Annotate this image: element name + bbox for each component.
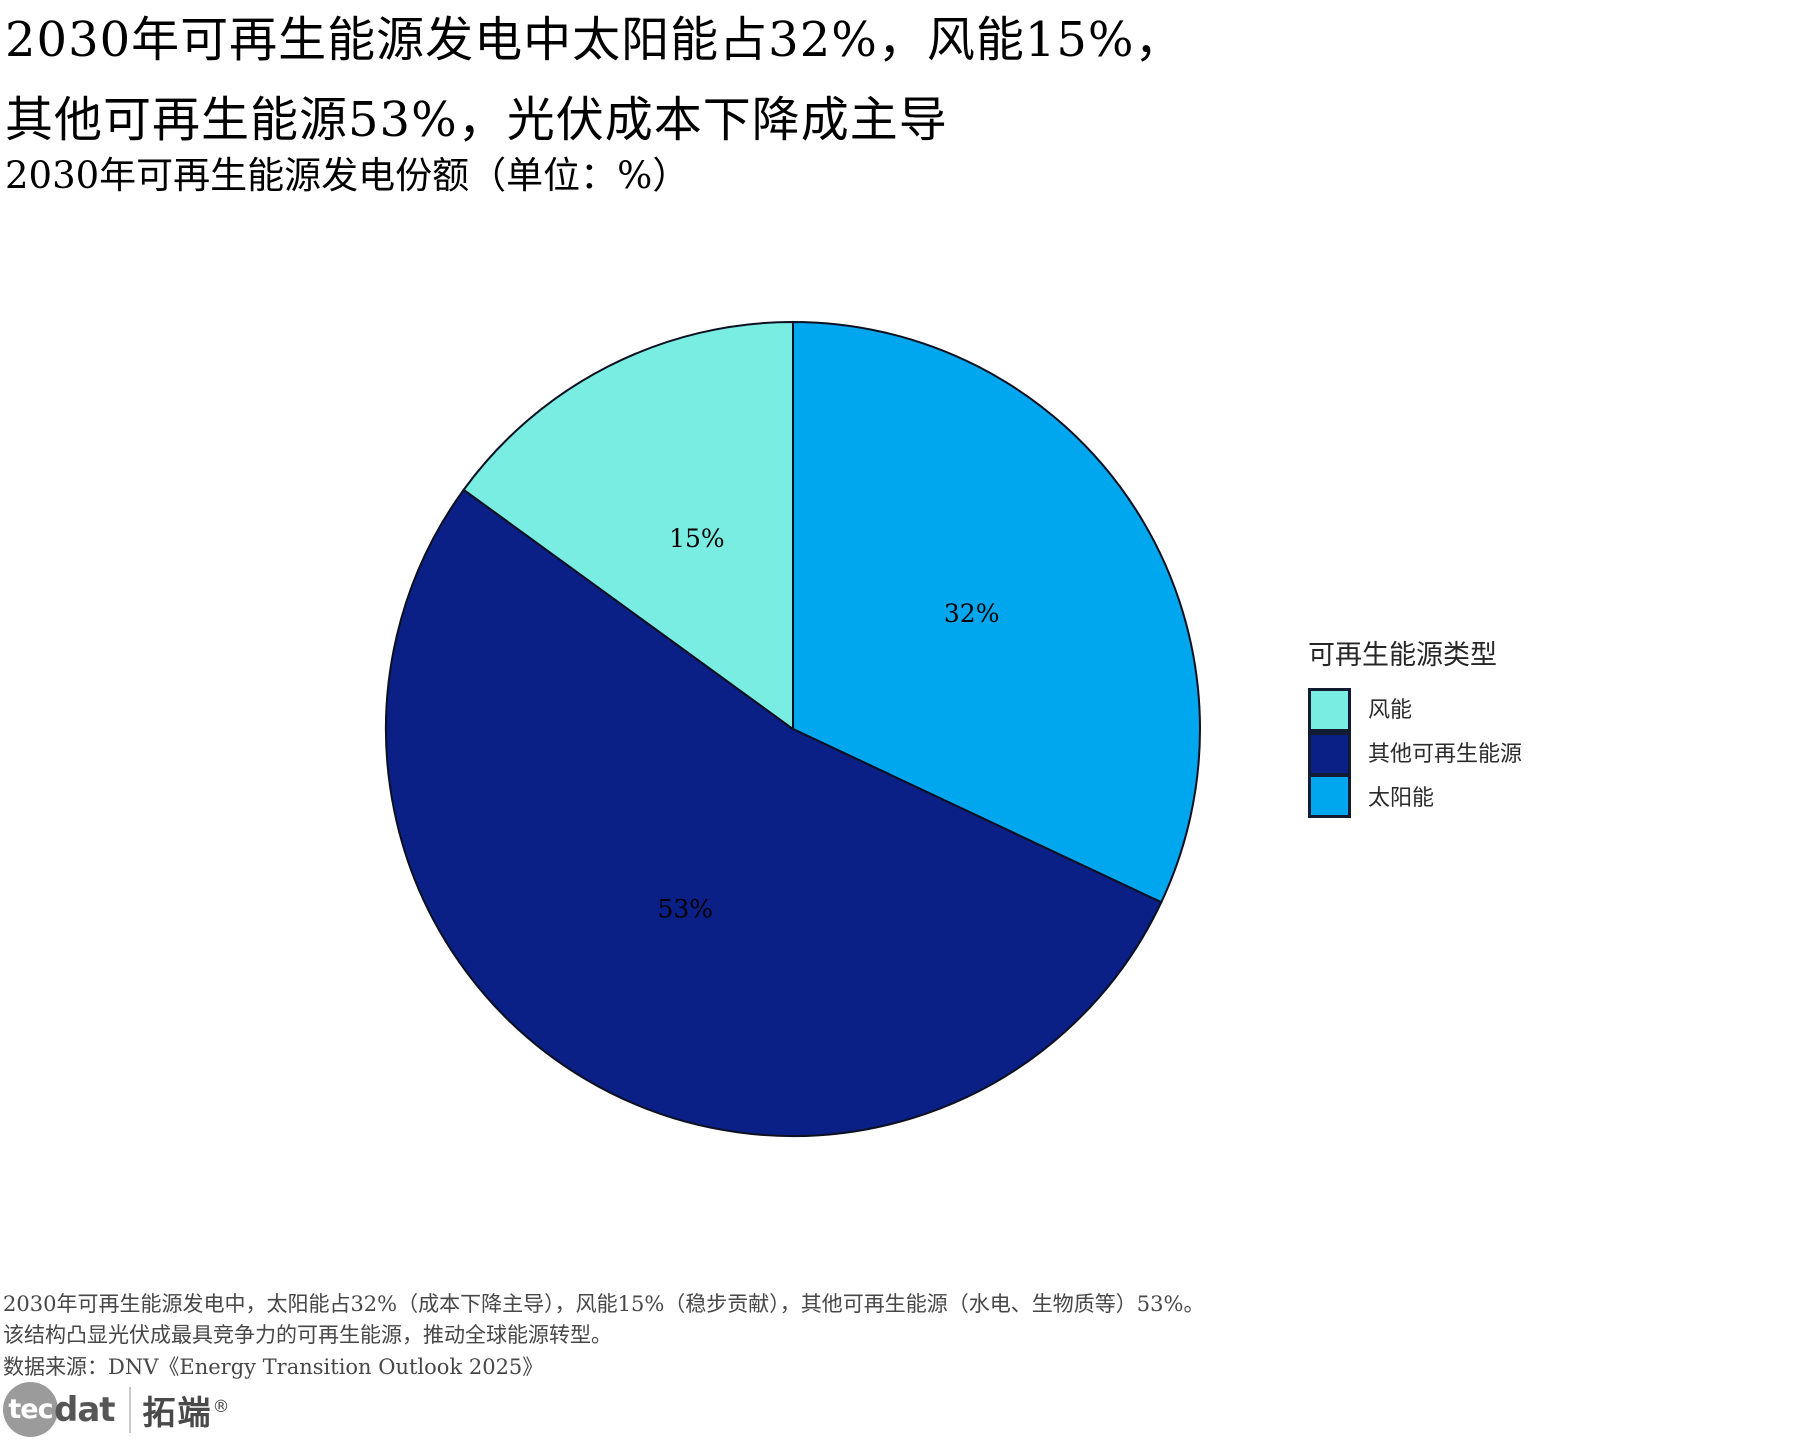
pie-chart: 32% 53% 15%: [385, 320, 1201, 1137]
pie-slice-label-1: 53%: [658, 895, 714, 924]
legend-title: 可再生能源类型: [1308, 640, 1497, 671]
chart-main-title: 2030年可再生能源发电中太阳能占32%，风能15%， 其他可再生能源53%，光…: [5, 0, 1184, 160]
chart-subtitle: 2030年可再生能源发电份额（单位：%）: [5, 154, 690, 197]
legend-label-solar: 太阳能: [1368, 786, 1435, 811]
registered-trademark-icon: ®: [212, 1396, 232, 1417]
tecdat-logo-circle: tec: [3, 1382, 58, 1437]
pie-slice-2: [462, 320, 794, 731]
tecdat-logo: tec dat 拓端®: [3, 1382, 232, 1437]
legend-swatch-solar: [1308, 774, 1351, 818]
pie-slice-label-2: 15%: [669, 524, 725, 553]
legend-item-other-renewables: 其他可再生能源: [1308, 730, 1523, 776]
logo-brand-name: 拓端®: [142, 1392, 232, 1432]
pie-slice-label-0: 32%: [944, 599, 1000, 628]
title-line-1: 2030年可再生能源发电中太阳能占32%，风能15%，: [5, 12, 1184, 68]
logo-text-dat: dat: [54, 1389, 116, 1430]
legend: 可再生能源类型 风能 其他可再生能源 太阳能: [1308, 633, 1522, 818]
footer-note-line-2: 该结构凸显光伏成最具竞争力的可再生能源，推动全球能源转型。: [3, 1323, 612, 1347]
pie-slice-0: [792, 320, 1201, 904]
footer-notes: 2030年可再生能源发电中，太阳能占32%（成本下降主导），风能15%（稳步贡献…: [3, 1289, 1204, 1383]
footer-note-line-1: 2030年可再生能源发电中，太阳能占32%（成本下降主导），风能15%（稳步贡献…: [3, 1292, 1205, 1316]
legend-item-wind: 风能: [1308, 686, 1522, 732]
legend-label-other-renewables: 其他可再生能源: [1368, 742, 1523, 767]
logo-text-tec: tec: [8, 1394, 53, 1425]
data-source: 数据来源：DNV《Energy Transition Outlook 2025》: [3, 1355, 544, 1379]
legend-swatch-other-renewables: [1308, 731, 1351, 776]
logo-divider: [128, 1386, 131, 1433]
legend-swatch-wind: [1308, 687, 1351, 732]
pie-slice-1: [385, 488, 1163, 1137]
legend-item-solar: 太阳能: [1308, 774, 1522, 818]
title-line-2: 其他可再生能源53%，光伏成本下降成主导: [5, 92, 948, 148]
legend-label-wind: 风能: [1368, 698, 1413, 723]
